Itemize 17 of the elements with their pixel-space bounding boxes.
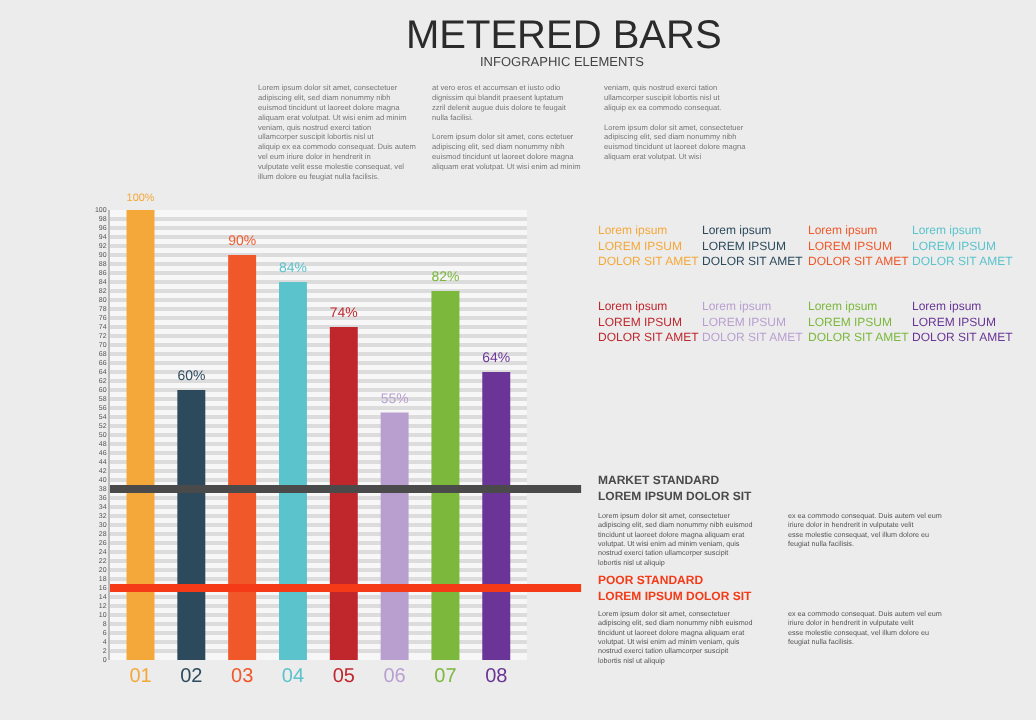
bar (482, 372, 511, 660)
x-tick-label: 04 (281, 666, 305, 688)
bar (126, 210, 155, 660)
x-tick-label: 07 (434, 666, 458, 688)
bar (329, 327, 358, 660)
bar (177, 390, 206, 660)
x-tick-label: 02 (180, 666, 204, 688)
x-tick-label: 08 (485, 666, 509, 688)
bar (431, 291, 460, 660)
x-tick-label: 06 (383, 666, 407, 688)
x-tick-label: 05 (332, 666, 356, 688)
bar (228, 255, 257, 660)
chart-title: METERED BARS (406, 14, 722, 58)
x-tick-label: 01 (129, 666, 153, 688)
bar (380, 412, 409, 660)
bar (279, 282, 307, 660)
x-tick-label: 03 (231, 666, 255, 688)
